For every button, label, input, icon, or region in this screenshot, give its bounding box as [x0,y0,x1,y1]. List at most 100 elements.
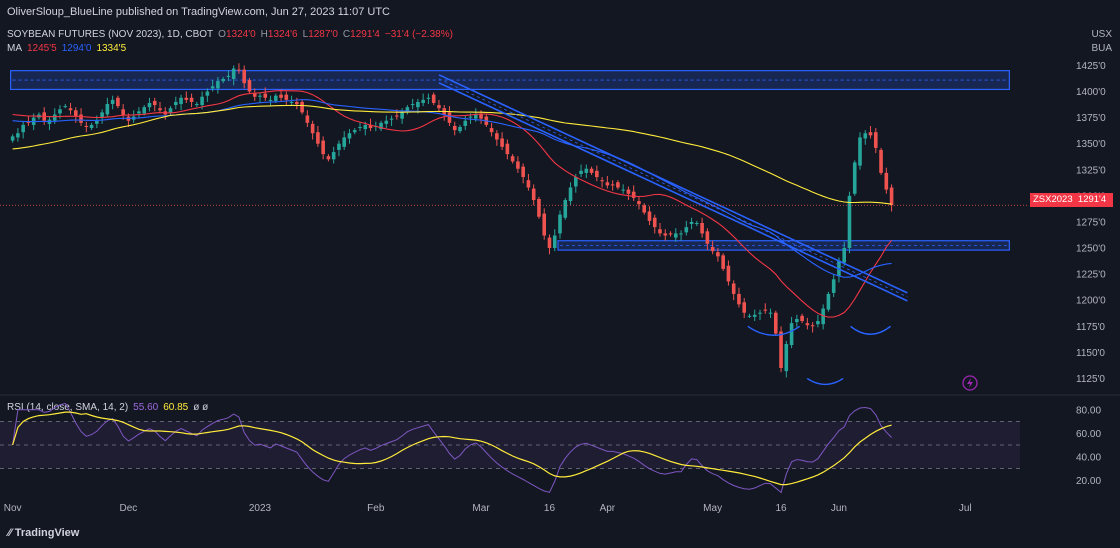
candle-body [258,95,262,97]
candle-body [337,143,341,150]
candle-body [463,120,468,126]
candle-body [184,97,189,100]
candle-body [816,321,820,325]
candle-body [705,231,710,244]
candle-body [179,97,183,105]
candle-body [200,96,204,106]
candle-body [389,118,394,120]
rsi-line [12,402,892,494]
candle-body [721,255,725,269]
candle-body [489,128,494,133]
price-tag-value: 1291'4 [1077,194,1107,205]
candle-body [226,75,231,77]
candle-body [405,107,410,113]
price-axis-tick: 1125'0 [1076,374,1105,385]
tradingview-logo[interactable]: ⁄⁄ TradingView [8,527,79,539]
right-shoulder-arc [850,325,891,335]
candle-body [358,126,362,128]
candle-body [773,312,778,334]
ma-legend[interactable]: MA 1245'5 1294'0 1334'5 [7,43,131,54]
candle-body [789,323,794,346]
price-axis-tick: 1350'0 [1076,139,1106,150]
candle-body [473,114,478,119]
candle-body [626,189,631,194]
ma3-value: 1334'5 [96,43,127,54]
candle-body [516,161,520,169]
time-axis-tick: Jun [831,503,847,514]
time-axis-tick: 2023 [249,503,272,514]
candle-body [52,114,57,121]
rsi-sma-line [12,411,892,486]
channel-line-1 [438,82,908,302]
candle-body [100,112,104,118]
head-arc [806,377,844,386]
candle-body [426,97,431,99]
candle-body [437,105,441,109]
candle-body [147,102,152,108]
change-value: −31'4 (−2.38%) [384,29,453,40]
candle-body [742,302,747,313]
tv-logo-icon: ⁄⁄ [8,527,15,539]
ma2-value: 1294'0 [61,43,92,54]
price-axis-tick: 1250'0 [1076,244,1106,255]
close-label: C [342,29,351,40]
candle-body [221,78,225,82]
candle-body [342,137,347,147]
open-value: 1324'0 [225,29,256,40]
candle-body [310,123,315,134]
open-label: O [218,29,226,40]
candle-body [747,315,752,317]
price-axis-tick: 1325'0 [1076,165,1106,176]
candle-body [263,93,268,98]
high-value: 1324'6 [267,29,298,40]
candle-body [168,108,173,114]
candle-body [73,110,78,117]
candle-body [26,121,31,123]
candle-body [621,189,625,191]
candle-body [568,187,573,202]
candle-body [805,323,810,326]
candle-body [642,205,647,213]
price-axis-tick: 1275'0 [1076,217,1106,228]
candle-body [731,283,736,294]
left-shoulder-arc [747,325,801,336]
candle-body [279,94,283,98]
flash-bolt-icon [967,378,973,388]
candle-body [637,201,641,205]
candle-body [563,200,568,218]
price-axis-tick: 1425'0 [1076,61,1106,72]
price-axis-tick: 1225'0 [1076,270,1106,281]
candle-body [868,132,873,136]
candle-body [521,166,525,178]
candle-body [105,104,110,115]
candle-body [116,97,120,107]
rsi-sma-value: 60.85 [163,402,189,413]
publisher-header: OliverSloup_BlueLine published on Tradin… [7,6,391,18]
candle-body [305,115,310,123]
currency-label: USX [1091,29,1112,40]
candle-body [252,93,257,97]
candle-body [526,180,531,188]
time-axis-tick: Jul [959,503,972,514]
candle-body [600,180,604,182]
candle-body [884,172,889,190]
flash-alert-icon [962,375,978,391]
candle-body [684,227,689,233]
candle-body [758,312,762,314]
candle-body [631,191,636,198]
candle-body [873,132,878,148]
time-axis-tick: Mar [472,503,490,514]
candle-body [95,120,99,124]
symbol-legend[interactable]: SOYBEAN FUTURES (NOV 2023), 1D, CBOT O132… [7,29,458,40]
candle-body [431,94,436,103]
candle-body [589,168,594,173]
candle-body [779,331,783,369]
candle-body [400,112,404,119]
price-tag-symbol: ZSX2023 [1033,194,1073,205]
candle-body [368,124,373,129]
price-axis-tick: 1150'0 [1076,348,1105,359]
candle-body [605,182,610,186]
candle-body [500,138,504,147]
candle-body [158,108,162,111]
